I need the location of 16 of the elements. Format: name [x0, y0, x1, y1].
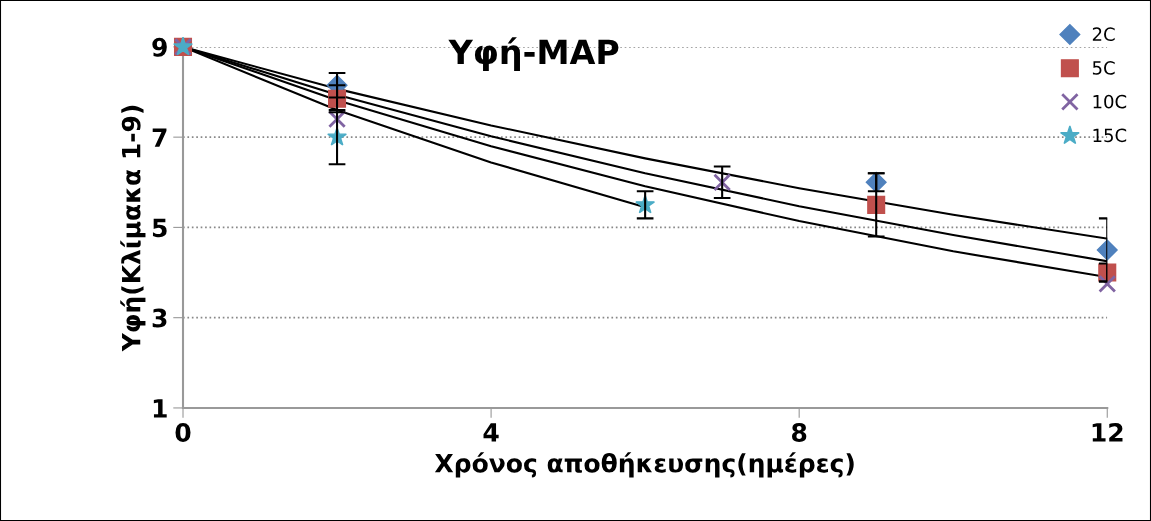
y-tick-label: 9	[152, 37, 167, 57]
x-tick-label: 4	[483, 423, 499, 442]
y-tick-label: 3	[152, 308, 167, 328]
x-tick-label: 8	[792, 422, 807, 442]
x-axis-title: Χρόνος αποθήκευσης(ημέρες)	[434, 452, 854, 478]
y-tick-label: 7	[152, 128, 167, 147]
x-tick-label: 12	[1092, 422, 1123, 442]
legend-label: 2C	[1092, 27, 1115, 42]
legend-label: 15C	[1093, 128, 1127, 143]
legend-label: 10C	[1093, 94, 1127, 109]
y-tick-label: 1	[153, 399, 167, 418]
x-tick-label: 0	[175, 422, 191, 442]
y-tick-label: 5	[152, 218, 167, 238]
y-axis-title: Υφή(Κλίμακα 1-9)	[120, 105, 146, 352]
legend-label: 5C	[1092, 61, 1115, 75]
chart-title: Υφή-MAP	[448, 37, 619, 71]
